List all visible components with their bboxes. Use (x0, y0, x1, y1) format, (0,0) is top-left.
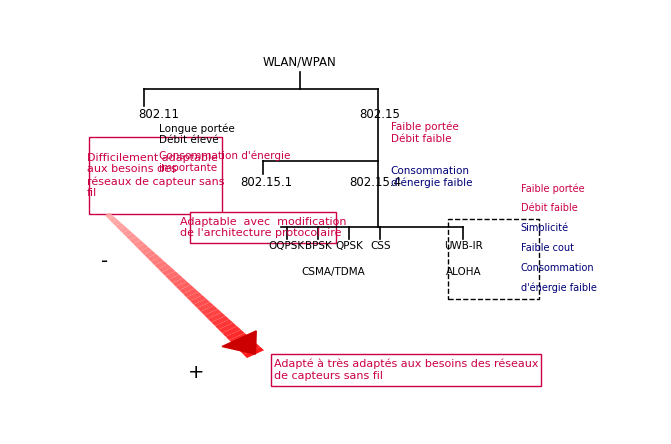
Text: OQPSK: OQPSK (268, 242, 305, 251)
Text: Faible portée: Faible portée (521, 183, 584, 194)
Polygon shape (179, 285, 195, 294)
Polygon shape (187, 292, 203, 301)
Polygon shape (168, 275, 183, 283)
Polygon shape (151, 258, 164, 265)
Text: 802.15: 802.15 (360, 108, 401, 121)
Polygon shape (225, 329, 245, 340)
Text: d'énergie faible: d'énergie faible (521, 282, 597, 293)
Polygon shape (222, 331, 256, 354)
Polygon shape (165, 271, 179, 279)
Polygon shape (190, 295, 206, 305)
Polygon shape (244, 347, 264, 358)
Text: UWB-IR: UWB-IR (444, 242, 483, 251)
Text: Consommation
d'énergie faible: Consommation d'énergie faible (391, 166, 472, 188)
Polygon shape (133, 240, 144, 247)
Polygon shape (222, 326, 241, 337)
Polygon shape (144, 250, 156, 258)
Text: Simplicité: Simplicité (521, 223, 569, 234)
Polygon shape (105, 213, 113, 219)
Bar (271, 354, 541, 385)
Polygon shape (233, 337, 252, 347)
Text: +: + (187, 364, 204, 382)
Text: CSS: CSS (370, 242, 391, 251)
Polygon shape (240, 343, 260, 354)
Polygon shape (176, 281, 191, 290)
Text: WLAN/WPAN: WLAN/WPAN (263, 56, 337, 69)
Polygon shape (108, 216, 117, 222)
Text: ALOHA: ALOHA (446, 267, 481, 277)
Polygon shape (140, 247, 152, 254)
Text: Faible cout: Faible cout (521, 243, 574, 253)
Polygon shape (211, 316, 229, 326)
Text: Consommation d'énergie
importante: Consommation d'énergie importante (159, 151, 291, 173)
Text: BPSK: BPSK (305, 242, 331, 251)
Polygon shape (208, 313, 225, 322)
Polygon shape (236, 340, 256, 351)
Polygon shape (204, 309, 221, 319)
Text: -: - (101, 252, 108, 271)
Text: CSMA/TDMA: CSMA/TDMA (301, 267, 366, 277)
Polygon shape (201, 305, 218, 315)
Text: Adapté à très adaptés aux besoins des réseaux
de capteurs sans fil: Adapté à très adaptés aux besoins des ré… (274, 359, 539, 381)
Text: 802.15.1: 802.15.1 (240, 176, 292, 189)
Polygon shape (172, 278, 187, 286)
Polygon shape (119, 226, 129, 233)
Polygon shape (229, 333, 248, 344)
Text: Difficilement adaptable
aux besoins des
réseaux de capteur sans
fil: Difficilement adaptable aux besoins des … (87, 153, 224, 198)
Text: Longue portée
Débit élevé: Longue portée Débit élevé (159, 123, 235, 146)
Polygon shape (115, 223, 125, 230)
Bar (448, 219, 539, 299)
Polygon shape (112, 220, 121, 226)
Polygon shape (194, 299, 210, 308)
Polygon shape (183, 289, 199, 297)
Text: 802.15.4: 802.15.4 (349, 176, 401, 189)
Polygon shape (162, 268, 175, 276)
Polygon shape (158, 264, 172, 272)
Text: Débit faible: Débit faible (521, 203, 578, 213)
Polygon shape (154, 261, 168, 269)
Polygon shape (219, 323, 237, 333)
Polygon shape (148, 254, 160, 262)
Text: Consommation: Consommation (521, 262, 595, 273)
Text: Faible portée
Débit faible: Faible portée Débit faible (391, 122, 458, 144)
Polygon shape (123, 230, 133, 237)
Polygon shape (137, 244, 148, 251)
Bar (89, 137, 221, 214)
Polygon shape (215, 319, 234, 329)
Bar (191, 212, 336, 243)
Polygon shape (130, 237, 141, 244)
Text: 802.11: 802.11 (138, 108, 179, 121)
Polygon shape (126, 234, 137, 240)
Polygon shape (197, 302, 214, 312)
Text: QPSK: QPSK (335, 242, 363, 251)
Text: Adaptable  avec  modification
de l'architecture protocolaire: Adaptable avec modification de l'archite… (180, 217, 346, 238)
